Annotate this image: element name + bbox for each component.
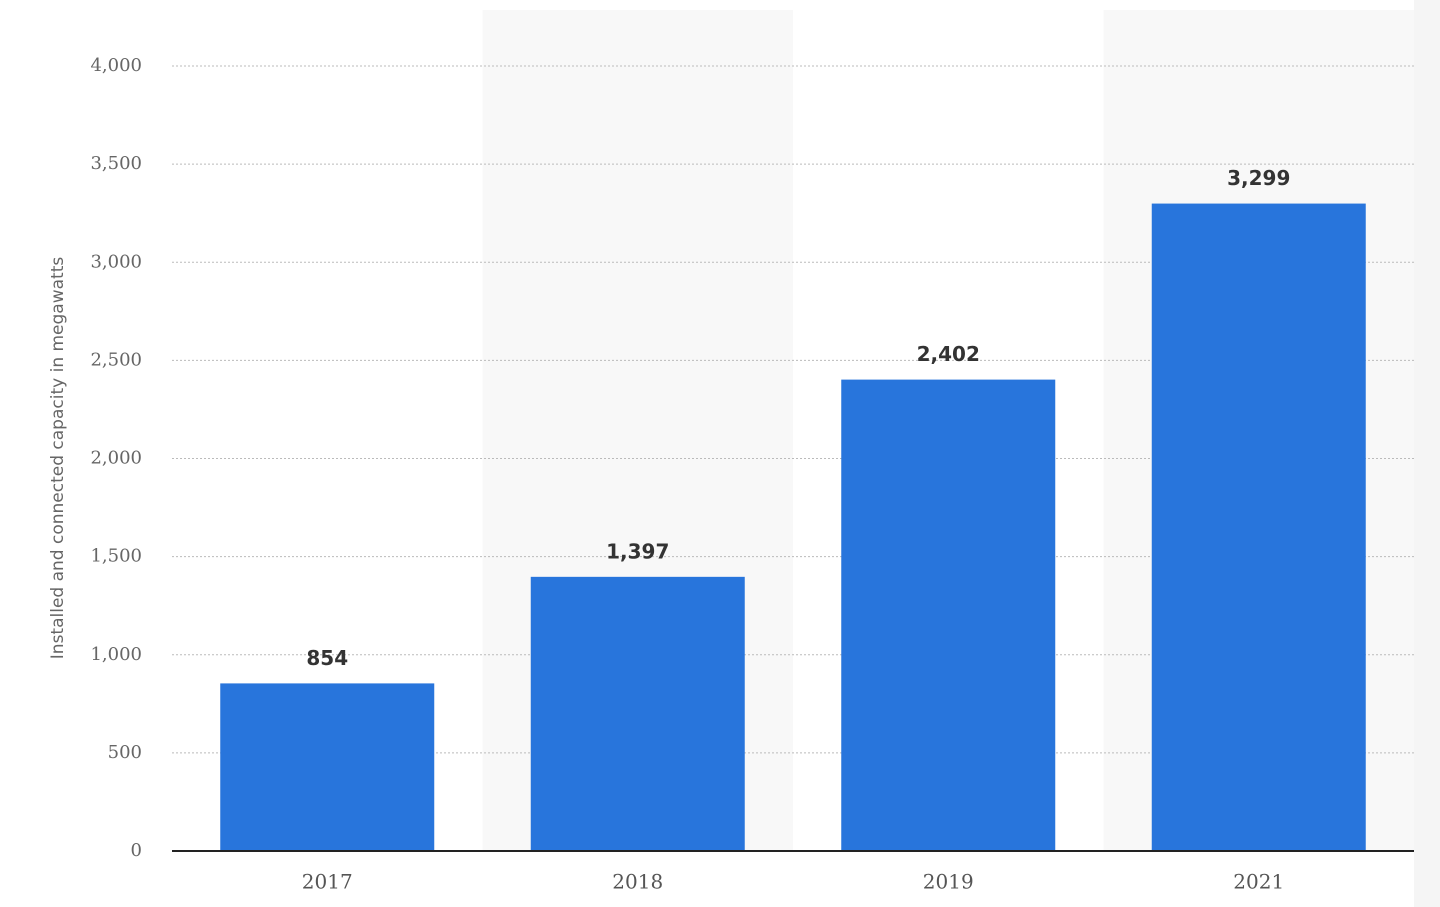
y-tick-label: 4,000 xyxy=(90,55,142,76)
y-tick-label: 0 xyxy=(131,840,142,861)
bar xyxy=(1151,203,1366,852)
x-tick-label: 2018 xyxy=(612,870,663,894)
bar xyxy=(841,379,1056,851)
value-label: 1,397 xyxy=(606,539,669,563)
bar xyxy=(530,576,745,851)
y-tick-label: 3,500 xyxy=(90,153,142,174)
x-tick-label: 2019 xyxy=(923,870,974,894)
scroll-strip xyxy=(1414,0,1440,907)
value-label: 2,402 xyxy=(917,342,980,366)
y-tick-label: 1,000 xyxy=(90,644,142,665)
value-label: 854 xyxy=(306,646,348,670)
x-tick-label: 2017 xyxy=(302,870,353,894)
y-tick-label: 2,500 xyxy=(90,349,142,370)
y-tick-label: 500 xyxy=(108,742,142,763)
value-label: 3,299 xyxy=(1227,166,1290,190)
y-tick-label: 2,000 xyxy=(90,448,142,469)
x-tick-label: 2021 xyxy=(1233,870,1284,894)
bar xyxy=(220,683,435,851)
y-tick-label: 1,500 xyxy=(90,546,142,567)
y-axis-label: Installed and connected capacity in mega… xyxy=(48,257,68,660)
y-tick-label: 3,000 xyxy=(90,251,142,272)
